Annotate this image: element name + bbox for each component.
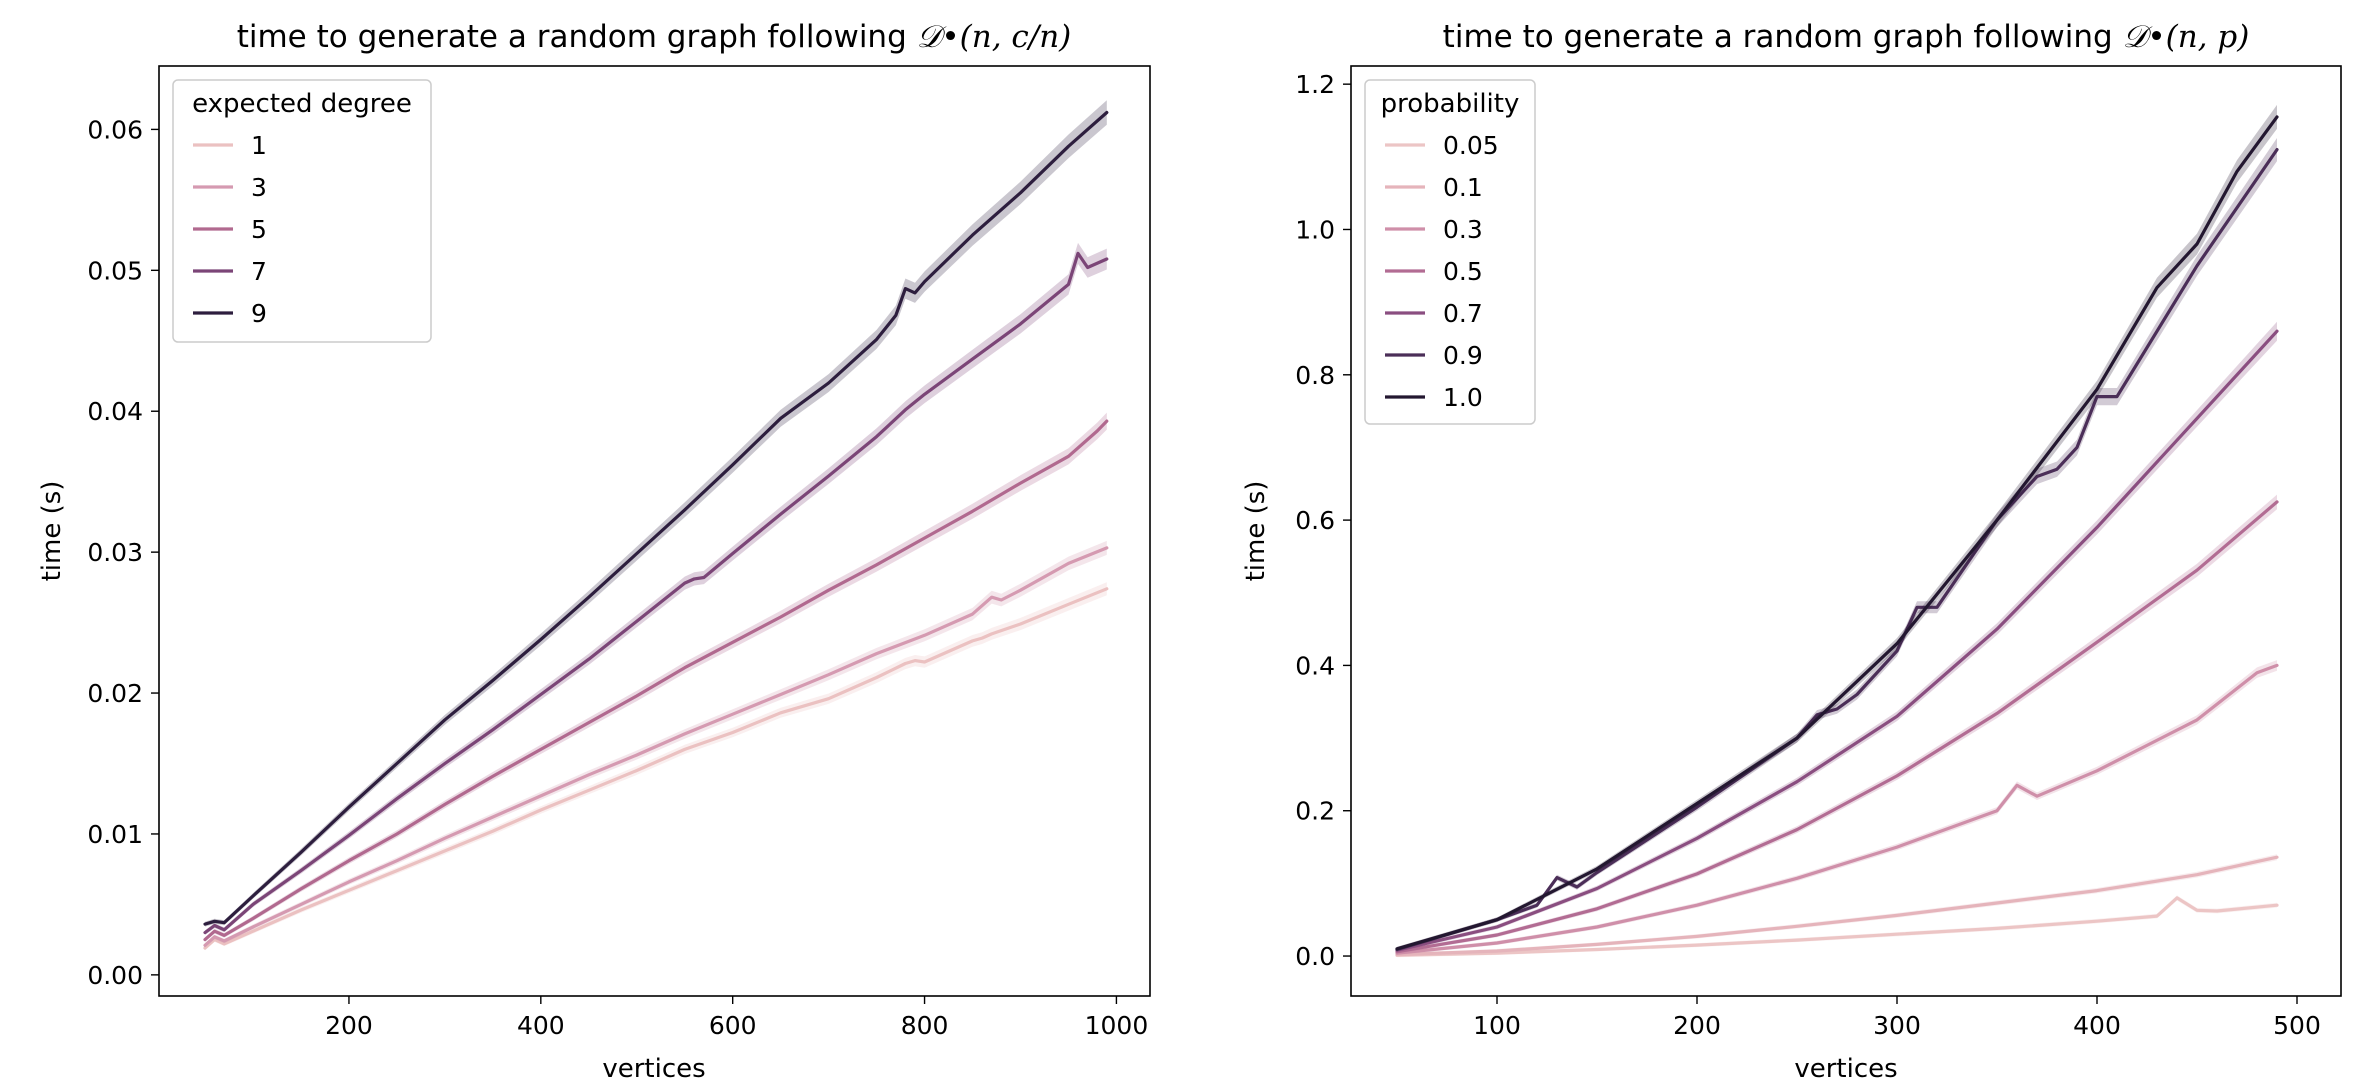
- chart-1-axes-frame: [158, 65, 1151, 997]
- chart-1-title-math: 𝒟•(n, c/n): [917, 19, 1072, 55]
- chart-2-plot-area: [1395, 104, 2279, 958]
- chart-2-axes-frame: [1350, 65, 2342, 997]
- y-tick-label: 0.6: [1295, 506, 1335, 535]
- y-tick-label: 1.2: [1295, 70, 1335, 99]
- chart-1-legend: expected degree 1 3 5 7 9: [172, 79, 432, 343]
- y-tick-label: 0.01: [87, 820, 143, 849]
- chart-2-y-axis-label: time (s): [1241, 481, 1271, 582]
- chart-1-title: time to generate a random graph followin…: [237, 19, 1072, 55]
- chart-probability: time to generate a random graph followin…: [1241, 19, 2342, 1084]
- y-tick-label: 0.0: [1295, 942, 1335, 971]
- y-tick-label: 0.00: [87, 961, 143, 990]
- series-line-7: [203, 251, 1109, 935]
- chart-2-legend-box: [1364, 79, 1536, 425]
- x-tick-label: 600: [709, 1011, 757, 1040]
- chart-2-title-math: 𝒟•(n, p): [2123, 19, 2250, 55]
- legend-label-0.7: 0.7: [1443, 299, 1483, 328]
- legend-label-9: 9: [251, 299, 267, 328]
- legend-label-0.9: 0.9: [1443, 341, 1483, 370]
- chart-2-title: time to generate a random graph followin…: [1443, 19, 2250, 55]
- y-tick-label: 0.03: [87, 538, 143, 567]
- legend-label-0.05: 0.05: [1443, 131, 1499, 160]
- series-line-1: [203, 587, 1109, 950]
- y-tick-label: 0.05: [87, 256, 143, 285]
- chart-1-y-axis-label: time (s): [37, 481, 67, 582]
- chart-2-x-axis-label: vertices: [1794, 1054, 1897, 1084]
- legend-label-5: 5: [251, 215, 267, 244]
- y-tick-label: 1.0: [1295, 215, 1335, 244]
- series-line-0.3: [1395, 663, 2279, 955]
- series-line-0.05: [1395, 896, 2279, 957]
- x-tick-label: 1000: [1085, 1011, 1149, 1040]
- series-line-0.5: [1395, 500, 2279, 954]
- y-tick-label: 0.06: [87, 115, 143, 144]
- y-tick-label: 0.04: [87, 397, 143, 426]
- series-line-3: [203, 546, 1109, 947]
- x-tick-label: 200: [325, 1011, 373, 1040]
- series-line-0.7: [1395, 329, 2279, 952]
- x-tick-label: 400: [517, 1011, 565, 1040]
- x-tick-label: 300: [1873, 1011, 1921, 1040]
- legend-label-3: 3: [251, 173, 267, 202]
- chart-1-legend-title: expected degree: [192, 89, 412, 119]
- chart-2-legend: probability 0.05 0.1 0.3 0.5 0.7 0.9 1.0: [1364, 79, 1536, 425]
- y-tick-label: 0.4: [1295, 651, 1335, 680]
- y-tick-label: 0.8: [1295, 361, 1335, 390]
- chart-2-legend-title: probability: [1381, 89, 1520, 119]
- series-line-1.0: [1395, 115, 2279, 951]
- legend-label-1.0: 1.0: [1443, 383, 1483, 412]
- legend-label-7: 7: [251, 257, 267, 286]
- series-line-9: [203, 110, 1109, 926]
- x-tick-label: 200: [1673, 1011, 1721, 1040]
- chart-1-plot-area: [203, 100, 1109, 951]
- chart-2-ticks: 100 200 300 400 500 0.0 0.2 0.4 0.6 0.8 1.0 1.2: [1295, 70, 2321, 1040]
- chart-1-legend-box: [172, 79, 432, 343]
- x-tick-label: 800: [901, 1011, 949, 1040]
- series-line-0.9: [1395, 148, 2279, 952]
- series-line-5: [203, 419, 1109, 942]
- legend-label-0.3: 0.3: [1443, 215, 1483, 244]
- series-line-0.1: [1395, 855, 2279, 957]
- y-tick-label: 0.2: [1295, 797, 1335, 826]
- x-tick-label: 500: [2273, 1011, 2321, 1040]
- x-tick-label: 400: [2073, 1011, 2121, 1040]
- legend-label-0.5: 0.5: [1443, 257, 1483, 286]
- legend-label-0.1: 0.1: [1443, 173, 1483, 202]
- chart-expected-degree: time to generate a random graph followin…: [37, 19, 1151, 1084]
- x-tick-label: 100: [1473, 1011, 1521, 1040]
- chart-1-x-axis-label: vertices: [602, 1054, 705, 1084]
- chart-1-ticks: 200 400 600 800 1000 0.00 0.01 0.02 0.03 0.04 0.05…: [87, 115, 1148, 1040]
- y-tick-label: 0.02: [87, 679, 143, 708]
- series-band-7: [205, 242, 1107, 935]
- series-band-5: [205, 412, 1107, 942]
- legend-label-1: 1: [251, 131, 267, 160]
